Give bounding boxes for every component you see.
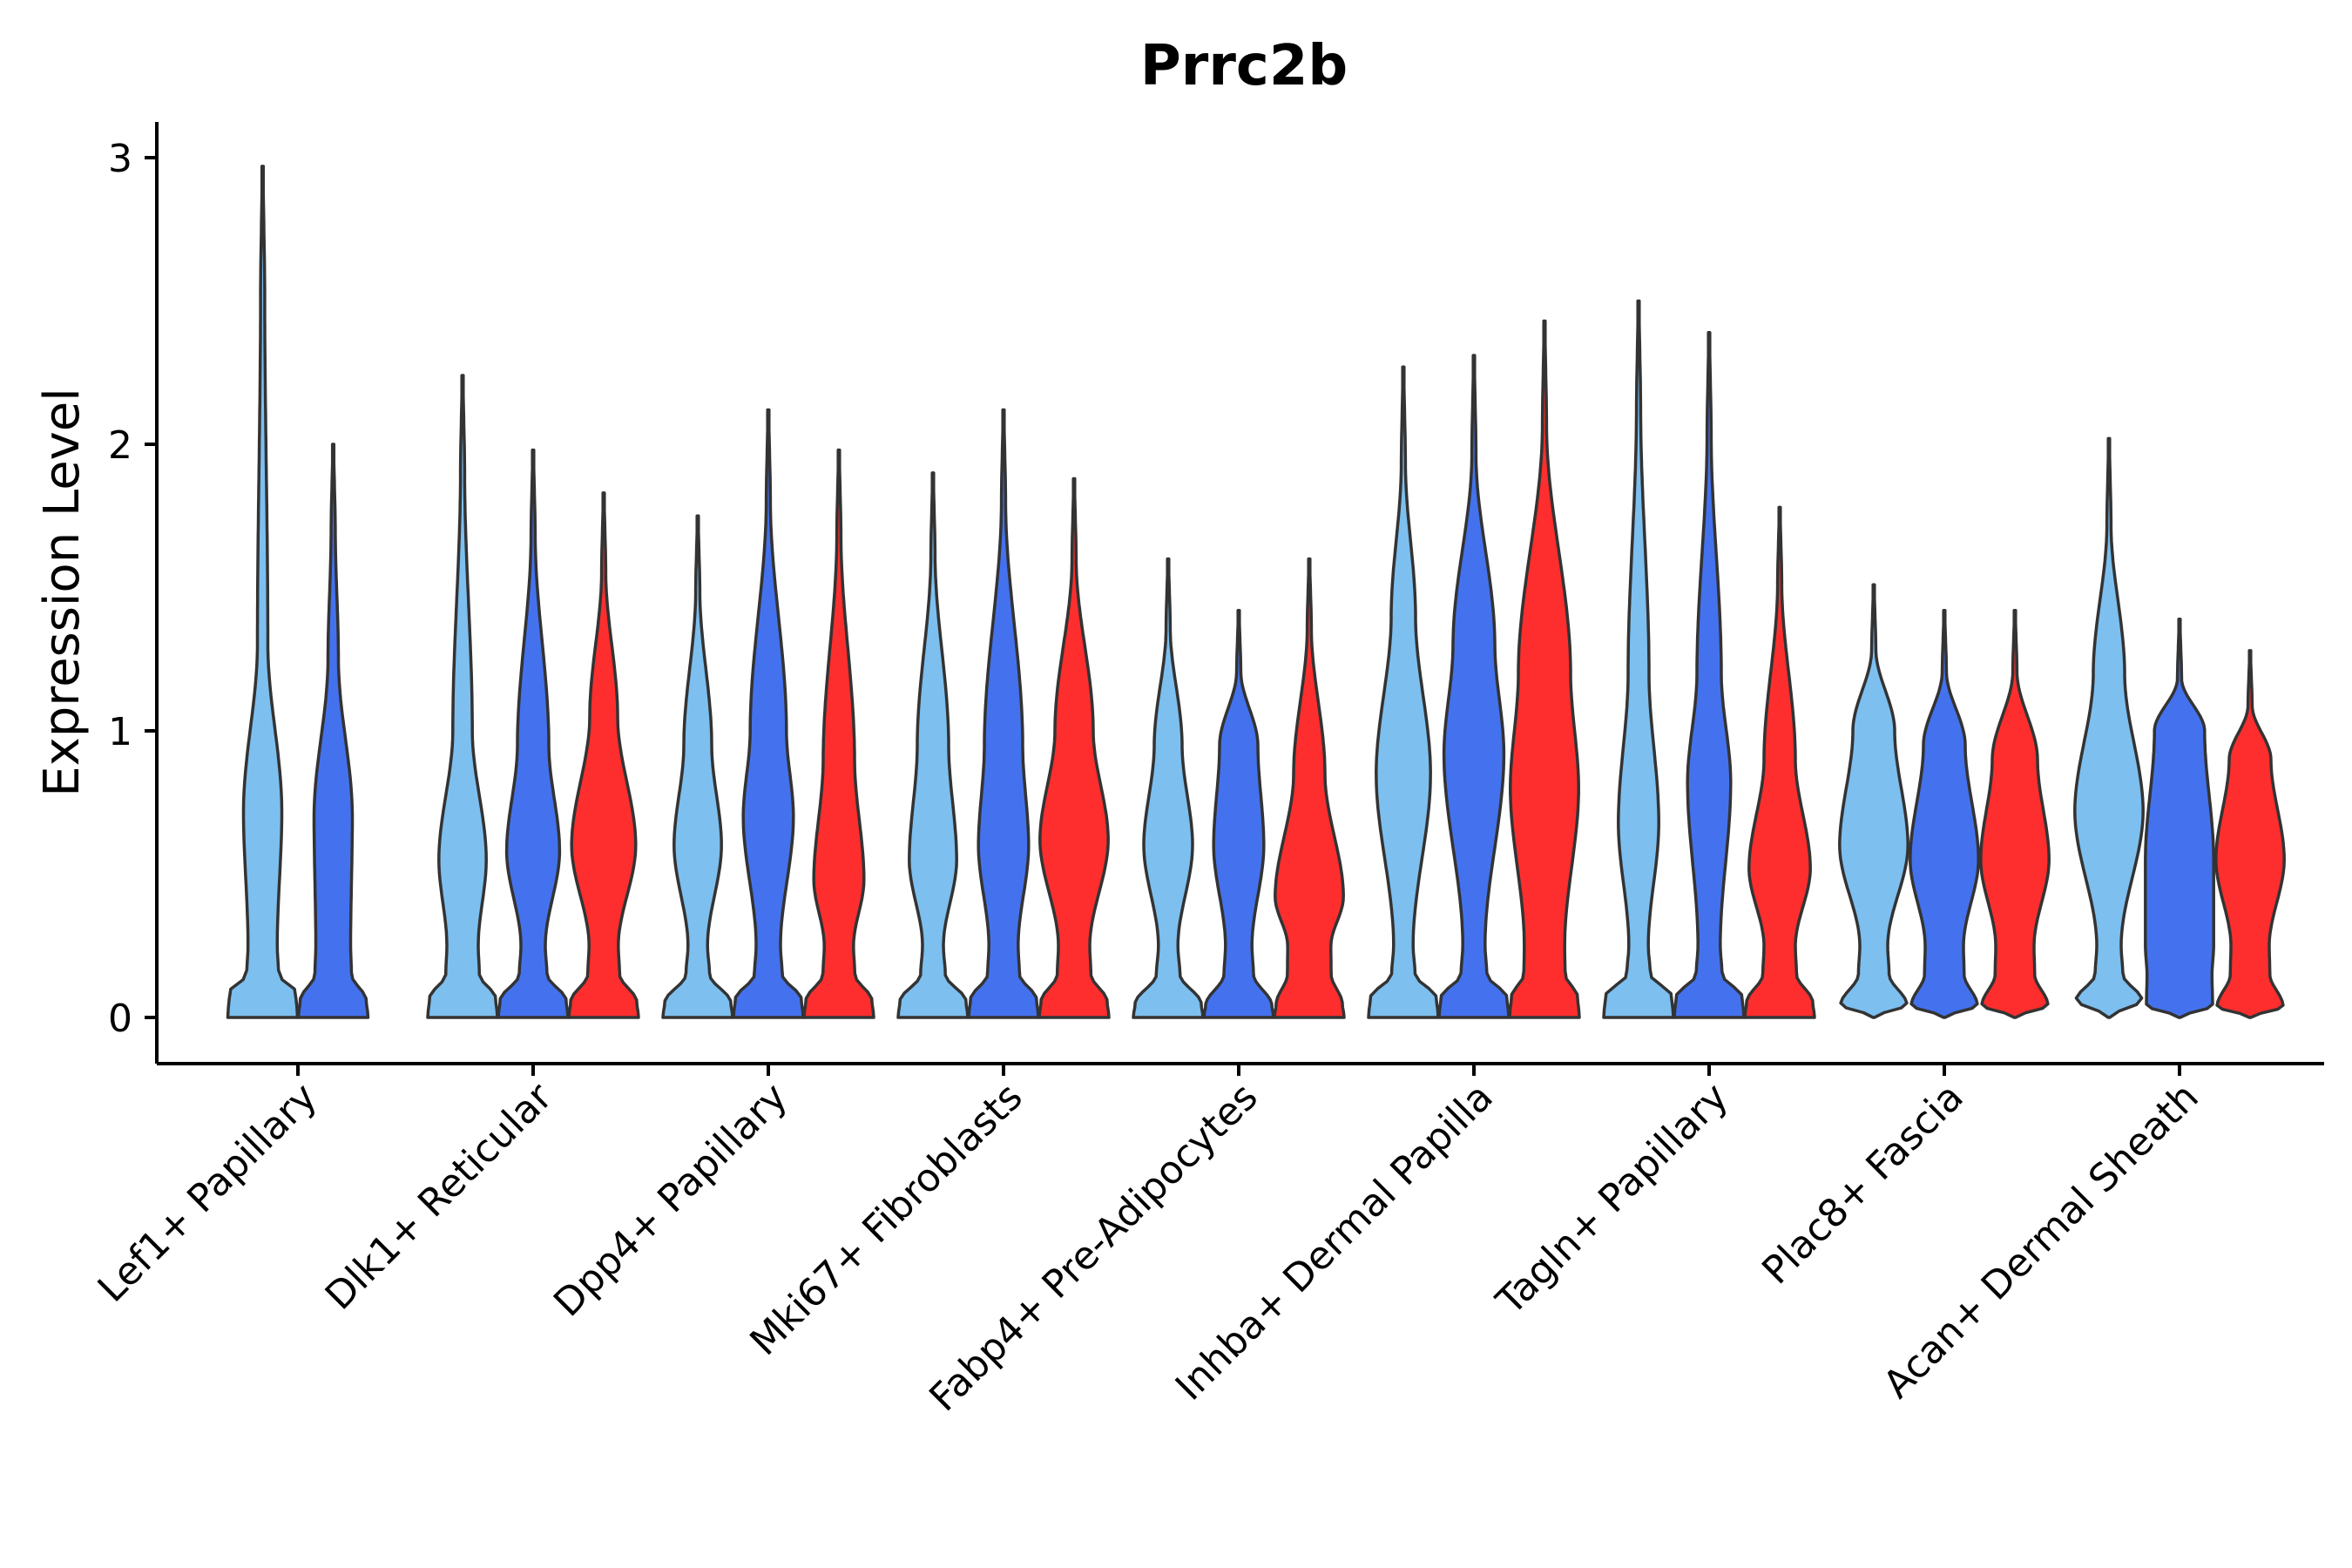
violin-7-1 — [1602, 299, 1675, 1019]
x-tick-label: Lef1+ Papillary — [90, 1075, 326, 1311]
violin-6-3 — [1508, 319, 1581, 1019]
violin-4-1 — [896, 471, 970, 1019]
violin-8-2 — [1909, 609, 1980, 1019]
violin-8-1 — [1838, 583, 1909, 1019]
violin-7-3 — [1743, 505, 1816, 1019]
violin-6-1 — [1367, 365, 1440, 1019]
violin-1-2 — [296, 443, 370, 1019]
y-axis-ticks: 0 1 2 3 — [108, 137, 157, 1041]
violin-3-1 — [661, 514, 734, 1019]
violin-3-3 — [802, 448, 875, 1019]
violin-9-2 — [2144, 617, 2215, 1019]
violin-6-2 — [1437, 354, 1511, 1019]
x-tick-label: Dpp4+ Papillary — [545, 1075, 796, 1326]
violin-5-3 — [1273, 557, 1346, 1019]
violin-9-3 — [2214, 649, 2286, 1019]
y-tick-label: 3 — [108, 137, 132, 181]
violin-9-1 — [2073, 436, 2145, 1019]
violin-2-3 — [567, 491, 640, 1019]
x-tick-label: Plac8+ Fascia — [1754, 1075, 1972, 1294]
y-tick-label: 1 — [108, 710, 132, 754]
violin-1-1 — [226, 165, 300, 1019]
violin-4-2 — [967, 408, 1040, 1019]
violin-layer — [226, 165, 2286, 1019]
violin-2-1 — [426, 374, 499, 1019]
y-axis-label: Expression Level — [34, 388, 91, 797]
violin-8-3 — [1979, 609, 2051, 1019]
y-tick-label: 0 — [108, 997, 132, 1041]
y-tick-label: 2 — [108, 423, 132, 468]
violin-3-2 — [732, 408, 805, 1019]
violin-5-2 — [1202, 609, 1275, 1019]
violin-7-2 — [1673, 330, 1746, 1019]
violin-2-2 — [497, 448, 570, 1019]
x-tick-label: Dlk1+ Reticular — [317, 1074, 562, 1319]
violin-5-1 — [1132, 557, 1205, 1019]
chart-title: Prrc2b — [1140, 34, 1348, 98]
violin-4-3 — [1037, 476, 1111, 1019]
x-tick-label: Tagln+ Papillary — [1488, 1075, 1737, 1324]
